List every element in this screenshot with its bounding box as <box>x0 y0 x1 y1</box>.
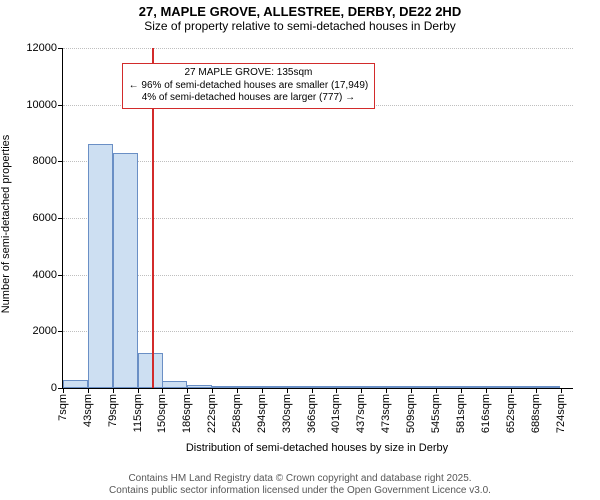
ytick-label: 0 <box>51 382 57 394</box>
xtick-label: 473sqm <box>380 394 392 433</box>
xtick-label: 724sqm <box>555 394 567 433</box>
xtick-mark <box>561 388 562 393</box>
chart-title-line2: Size of property relative to semi-detach… <box>0 19 600 33</box>
histogram-bar <box>63 380 88 389</box>
xtick-label: 150sqm <box>156 394 168 433</box>
ytick-label: 4000 <box>33 269 57 281</box>
histogram-bar <box>162 381 187 388</box>
xtick-mark <box>138 388 139 393</box>
ytick-mark <box>58 161 63 162</box>
histogram-bar <box>312 386 337 388</box>
xtick-mark <box>461 388 462 393</box>
histogram-bar <box>461 386 486 388</box>
ytick-label: 2000 <box>33 325 57 337</box>
ytick-mark <box>58 48 63 49</box>
xtick-mark <box>287 388 288 393</box>
xtick-label: 222sqm <box>206 394 218 433</box>
histogram-bar <box>386 386 411 388</box>
xtick-mark <box>336 388 337 393</box>
gridline-h <box>63 275 573 276</box>
xtick-label: 509sqm <box>405 394 417 433</box>
xtick-label: 115sqm <box>132 394 144 432</box>
xtick-mark <box>386 388 387 393</box>
xtick-label: 616sqm <box>480 394 492 433</box>
histogram-bar <box>88 144 113 388</box>
xtick-mark <box>436 388 437 393</box>
histogram-bar <box>237 386 262 388</box>
xtick-label: 401sqm <box>330 394 342 433</box>
histogram-bar <box>411 386 436 388</box>
xtick-mark <box>162 388 163 393</box>
ytick-label: 10000 <box>26 99 57 111</box>
xtick-label: 330sqm <box>281 394 293 433</box>
xtick-label: 688sqm <box>530 394 542 433</box>
xtick-label: 258sqm <box>231 394 243 433</box>
xtick-mark <box>63 388 64 393</box>
annotation-line3: 4% of semi-detached houses are larger (7… <box>129 92 369 105</box>
gridline-h <box>63 218 573 219</box>
xtick-label: 294sqm <box>256 394 268 433</box>
xtick-label: 43sqm <box>82 394 94 427</box>
xtick-label: 437sqm <box>355 394 367 433</box>
xtick-mark <box>486 388 487 393</box>
xtick-mark <box>312 388 313 393</box>
histogram-bar <box>138 353 163 388</box>
chart-title-line1: 27, MAPLE GROVE, ALLESTREE, DERBY, DE22 … <box>0 4 600 19</box>
annotation-line2: ← 96% of semi-detached houses are smalle… <box>129 80 369 93</box>
xtick-mark <box>88 388 89 393</box>
gridline-h <box>63 161 573 162</box>
y-axis-label: Number of semi-detached properties <box>0 54 12 394</box>
gridline-h <box>63 48 573 49</box>
histogram-bar <box>536 386 561 388</box>
xtick-label: 545sqm <box>430 394 442 433</box>
annotation-box: 27 MAPLE GROVE: 135sqm← 96% of semi-deta… <box>122 63 376 109</box>
xtick-label: 79sqm <box>107 394 119 427</box>
histogram-bar <box>511 386 536 388</box>
ytick-mark <box>58 275 63 276</box>
plot-area: 02000400060008000100001200027 MAPLE GROV… <box>62 48 573 389</box>
footer-line1: Contains HM Land Registry data © Crown c… <box>0 473 600 485</box>
histogram-bar <box>262 386 287 388</box>
xtick-mark <box>187 388 188 393</box>
histogram-bar <box>212 386 237 388</box>
histogram-bar <box>361 386 386 388</box>
histogram-bar <box>486 386 511 388</box>
histogram-bar <box>336 386 361 388</box>
x-axis-label: Distribution of semi-detached houses by … <box>62 442 572 454</box>
ytick-mark <box>58 105 63 106</box>
histogram-bar <box>187 385 212 388</box>
annotation-line1: 27 MAPLE GROVE: 135sqm <box>129 67 369 80</box>
ytick-mark <box>58 331 63 332</box>
xtick-label: 652sqm <box>505 394 517 433</box>
histogram-bar <box>113 153 138 388</box>
histogram-bar <box>287 386 312 388</box>
xtick-mark <box>411 388 412 393</box>
xtick-mark <box>511 388 512 393</box>
xtick-mark <box>237 388 238 393</box>
ytick-label: 8000 <box>33 155 57 167</box>
footer-line2: Contains public sector information licen… <box>0 485 600 497</box>
xtick-mark <box>361 388 362 393</box>
xtick-label: 581sqm <box>455 394 467 433</box>
xtick-mark <box>212 388 213 393</box>
chart-container: 27, MAPLE GROVE, ALLESTREE, DERBY, DE22 … <box>0 0 600 500</box>
xtick-label: 7sqm <box>57 394 69 421</box>
xtick-label: 186sqm <box>181 394 193 433</box>
xtick-label: 366sqm <box>306 394 318 433</box>
xtick-mark <box>536 388 537 393</box>
chart-footer: Contains HM Land Registry data © Crown c… <box>0 473 600 497</box>
histogram-bar <box>436 386 461 388</box>
chart-title-block: 27, MAPLE GROVE, ALLESTREE, DERBY, DE22 … <box>0 4 600 33</box>
xtick-mark <box>262 388 263 393</box>
ytick-label: 12000 <box>26 42 57 54</box>
xtick-mark <box>113 388 114 393</box>
ytick-mark <box>58 218 63 219</box>
gridline-h <box>63 331 573 332</box>
ytick-label: 6000 <box>33 212 57 224</box>
